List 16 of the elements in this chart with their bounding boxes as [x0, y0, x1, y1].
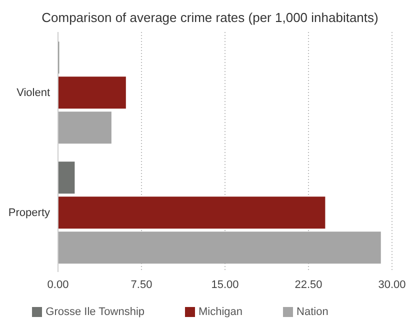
x-tick-label: 22.50	[294, 278, 322, 291]
bar	[58, 196, 326, 229]
y-tick-label: Violent	[16, 86, 50, 99]
x-tick-label: 7.50	[130, 278, 152, 291]
legend-label: Michigan	[198, 306, 243, 318]
x-tick-label: 0.00	[47, 278, 69, 291]
legend-label: Nation	[296, 306, 328, 318]
bar	[58, 162, 75, 194]
x-tick-label: 15.00	[211, 278, 239, 291]
bar	[58, 112, 112, 144]
legend-label: Grosse Ile Township	[46, 306, 145, 318]
bar	[58, 76, 126, 109]
y-tick-label: Property	[8, 206, 50, 219]
chart-title: Comparison of average crime rates (per 1,000 inhabitants)	[40, 9, 380, 27]
x-tick-label: 30.00	[378, 278, 406, 291]
bar	[58, 232, 381, 264]
